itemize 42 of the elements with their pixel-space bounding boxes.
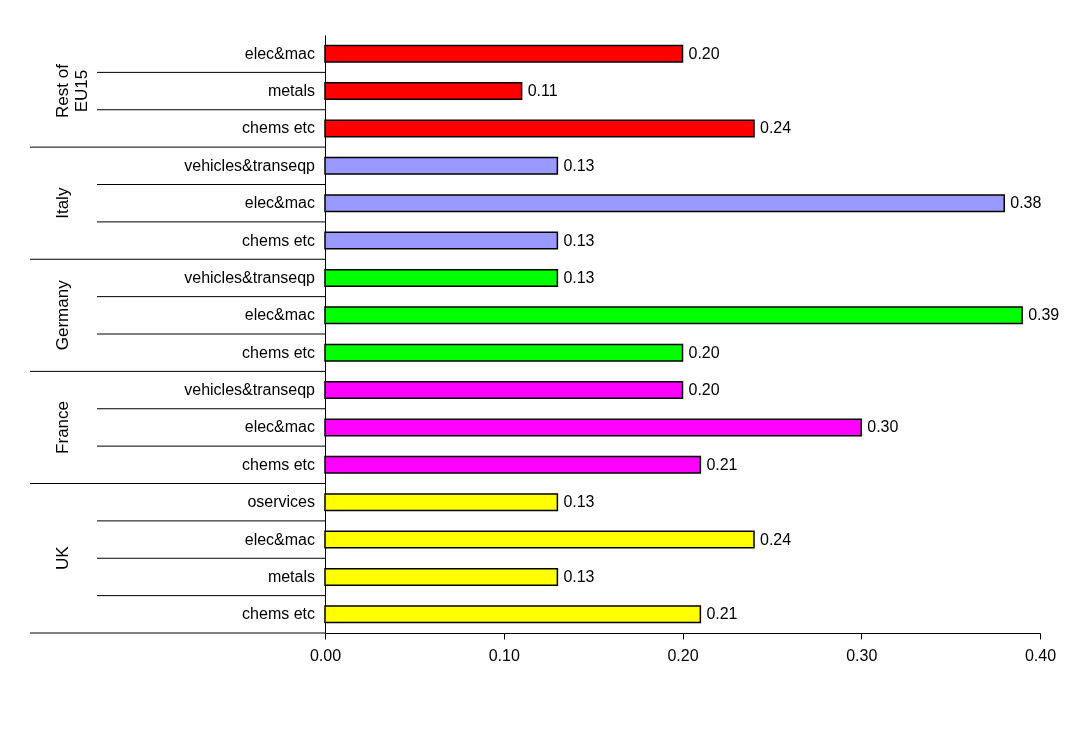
text: UK xyxy=(53,545,72,571)
y-tick-label: elec&mac xyxy=(244,194,315,212)
y-tick-label: elec&mac xyxy=(244,530,315,548)
data-label: 0.21 xyxy=(706,455,738,473)
data-label: 0.24 xyxy=(760,119,792,137)
x-tick-label: 0.10 xyxy=(488,646,520,664)
y-tick-label: oservices xyxy=(247,493,315,511)
text: Rest of EU15 xyxy=(53,63,91,118)
data-label: 0.21 xyxy=(706,605,738,623)
y-tick-label: chems etc xyxy=(242,119,315,137)
y-tick-label: chems etc xyxy=(242,605,315,623)
x-tick-label: 0.00 xyxy=(309,646,342,664)
y-tick-label: elec&mac xyxy=(244,418,315,436)
data-label: 0.13 xyxy=(563,567,595,585)
x-tick-label: 0.20 xyxy=(667,646,699,664)
data-label: 0.13 xyxy=(563,268,595,286)
data-label: 0.20 xyxy=(688,44,720,62)
y-tick-label: elec&mac xyxy=(244,306,315,324)
y-tick-label: vehicles&transeqp xyxy=(184,268,316,286)
x-tick-label: 0.40 xyxy=(1024,646,1057,664)
data-label: 0.38 xyxy=(1010,194,1042,212)
data-label: 0.30 xyxy=(867,418,899,436)
text: France xyxy=(53,400,72,454)
data-label: 0.20 xyxy=(688,381,720,399)
y-tick-label: chems etc xyxy=(242,343,315,361)
data-label: 0.20 xyxy=(688,343,720,361)
text: Germany xyxy=(53,279,72,351)
y-tick-label: metals xyxy=(267,82,315,100)
y-tick-label: vehicles&transeqp xyxy=(184,381,316,399)
data-label: 0.13 xyxy=(563,493,595,511)
y-tick-label: chems etc xyxy=(242,231,315,249)
data-label: 0.11 xyxy=(527,82,558,100)
data-label: 0.13 xyxy=(563,231,595,249)
y-tick-label: metals xyxy=(267,567,315,585)
y-tick-label: chems etc xyxy=(242,455,315,473)
x-tick-label: 0.30 xyxy=(846,646,878,664)
data-label: 0.13 xyxy=(563,156,595,174)
y-tick-label: vehicles&transeqp xyxy=(184,156,316,174)
text: Italy xyxy=(53,187,72,219)
y-tick-label: elec&mac xyxy=(244,44,315,62)
data-label: 0.24 xyxy=(760,530,792,548)
data-label: 0.39 xyxy=(1028,306,1060,324)
